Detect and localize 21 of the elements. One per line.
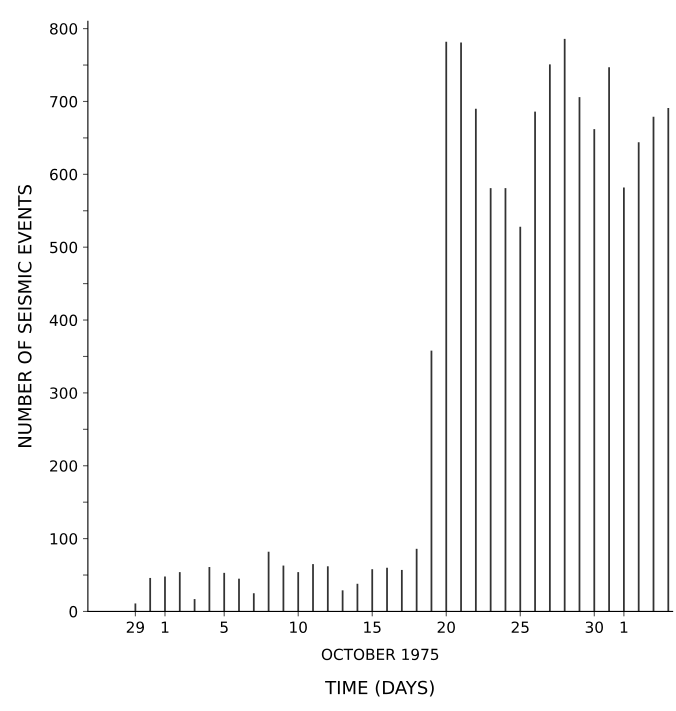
x-tick-label: 25 <box>512 621 529 634</box>
y-axis-title: NUMBER OF SEISMIC EVENTS <box>18 185 32 448</box>
y-tick-label: 0 <box>69 606 78 618</box>
x-tick-label: 29 <box>126 621 144 634</box>
text: OCTOBER 1975 <box>322 648 438 660</box>
y-tick-label: 500 <box>50 242 78 254</box>
y-tick-label: 600 <box>50 168 78 180</box>
x-tick-label: 10 <box>290 621 307 634</box>
x-tick-label: 20 <box>438 621 455 634</box>
y-tick-label: 400 <box>50 314 78 326</box>
x-tick-label: 5 <box>220 622 228 634</box>
x-tick-label: 15 <box>364 622 381 634</box>
y-tick-label: 300 <box>50 387 78 399</box>
x-tick-label: 1 <box>620 622 628 633</box>
y-tick-label: 200 <box>50 460 78 472</box>
y-tick-label: 100 <box>50 533 78 545</box>
x-tick-label: 30 <box>586 621 603 634</box>
y-tick-label: 700 <box>50 96 78 108</box>
y-tick-label: 800 <box>50 23 78 35</box>
x-axis-title: TIME (DAYS) <box>325 680 434 697</box>
x-tick-label: 1 <box>162 622 168 633</box>
